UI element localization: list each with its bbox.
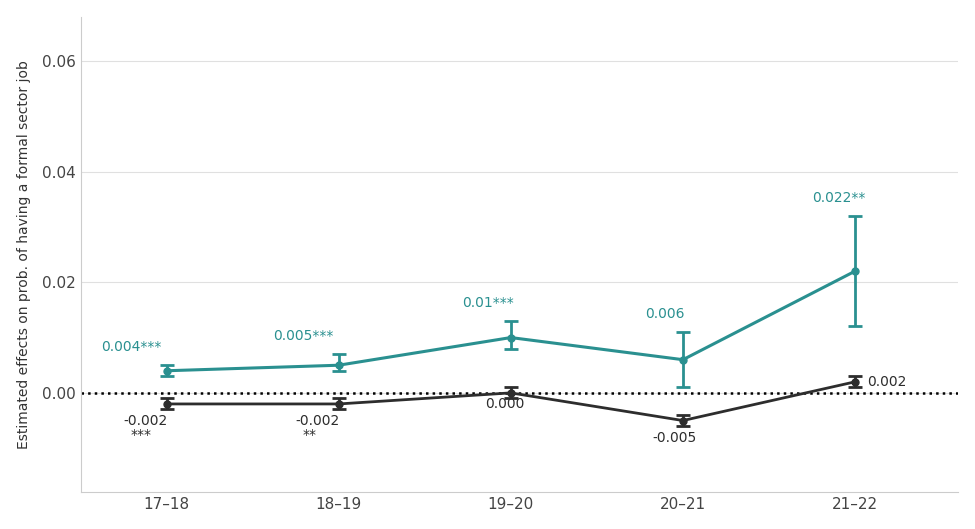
Text: 0.004***: 0.004*** xyxy=(101,340,162,354)
Text: -0.002: -0.002 xyxy=(295,414,340,428)
Text: 0.01***: 0.01*** xyxy=(462,296,515,310)
Text: 0.006: 0.006 xyxy=(645,307,684,321)
Text: -0.002: -0.002 xyxy=(124,414,168,428)
Text: -0.005: -0.005 xyxy=(652,431,696,444)
Text: 0.000: 0.000 xyxy=(485,397,525,412)
Y-axis label: Estimated effects on prob. of having a formal sector job: Estimated effects on prob. of having a f… xyxy=(17,60,30,449)
Text: 0.022**: 0.022** xyxy=(812,191,866,205)
Text: 0.002: 0.002 xyxy=(867,375,907,389)
Text: **: ** xyxy=(302,428,317,442)
Text: ***: *** xyxy=(131,428,151,442)
Text: 0.005***: 0.005*** xyxy=(273,329,333,343)
